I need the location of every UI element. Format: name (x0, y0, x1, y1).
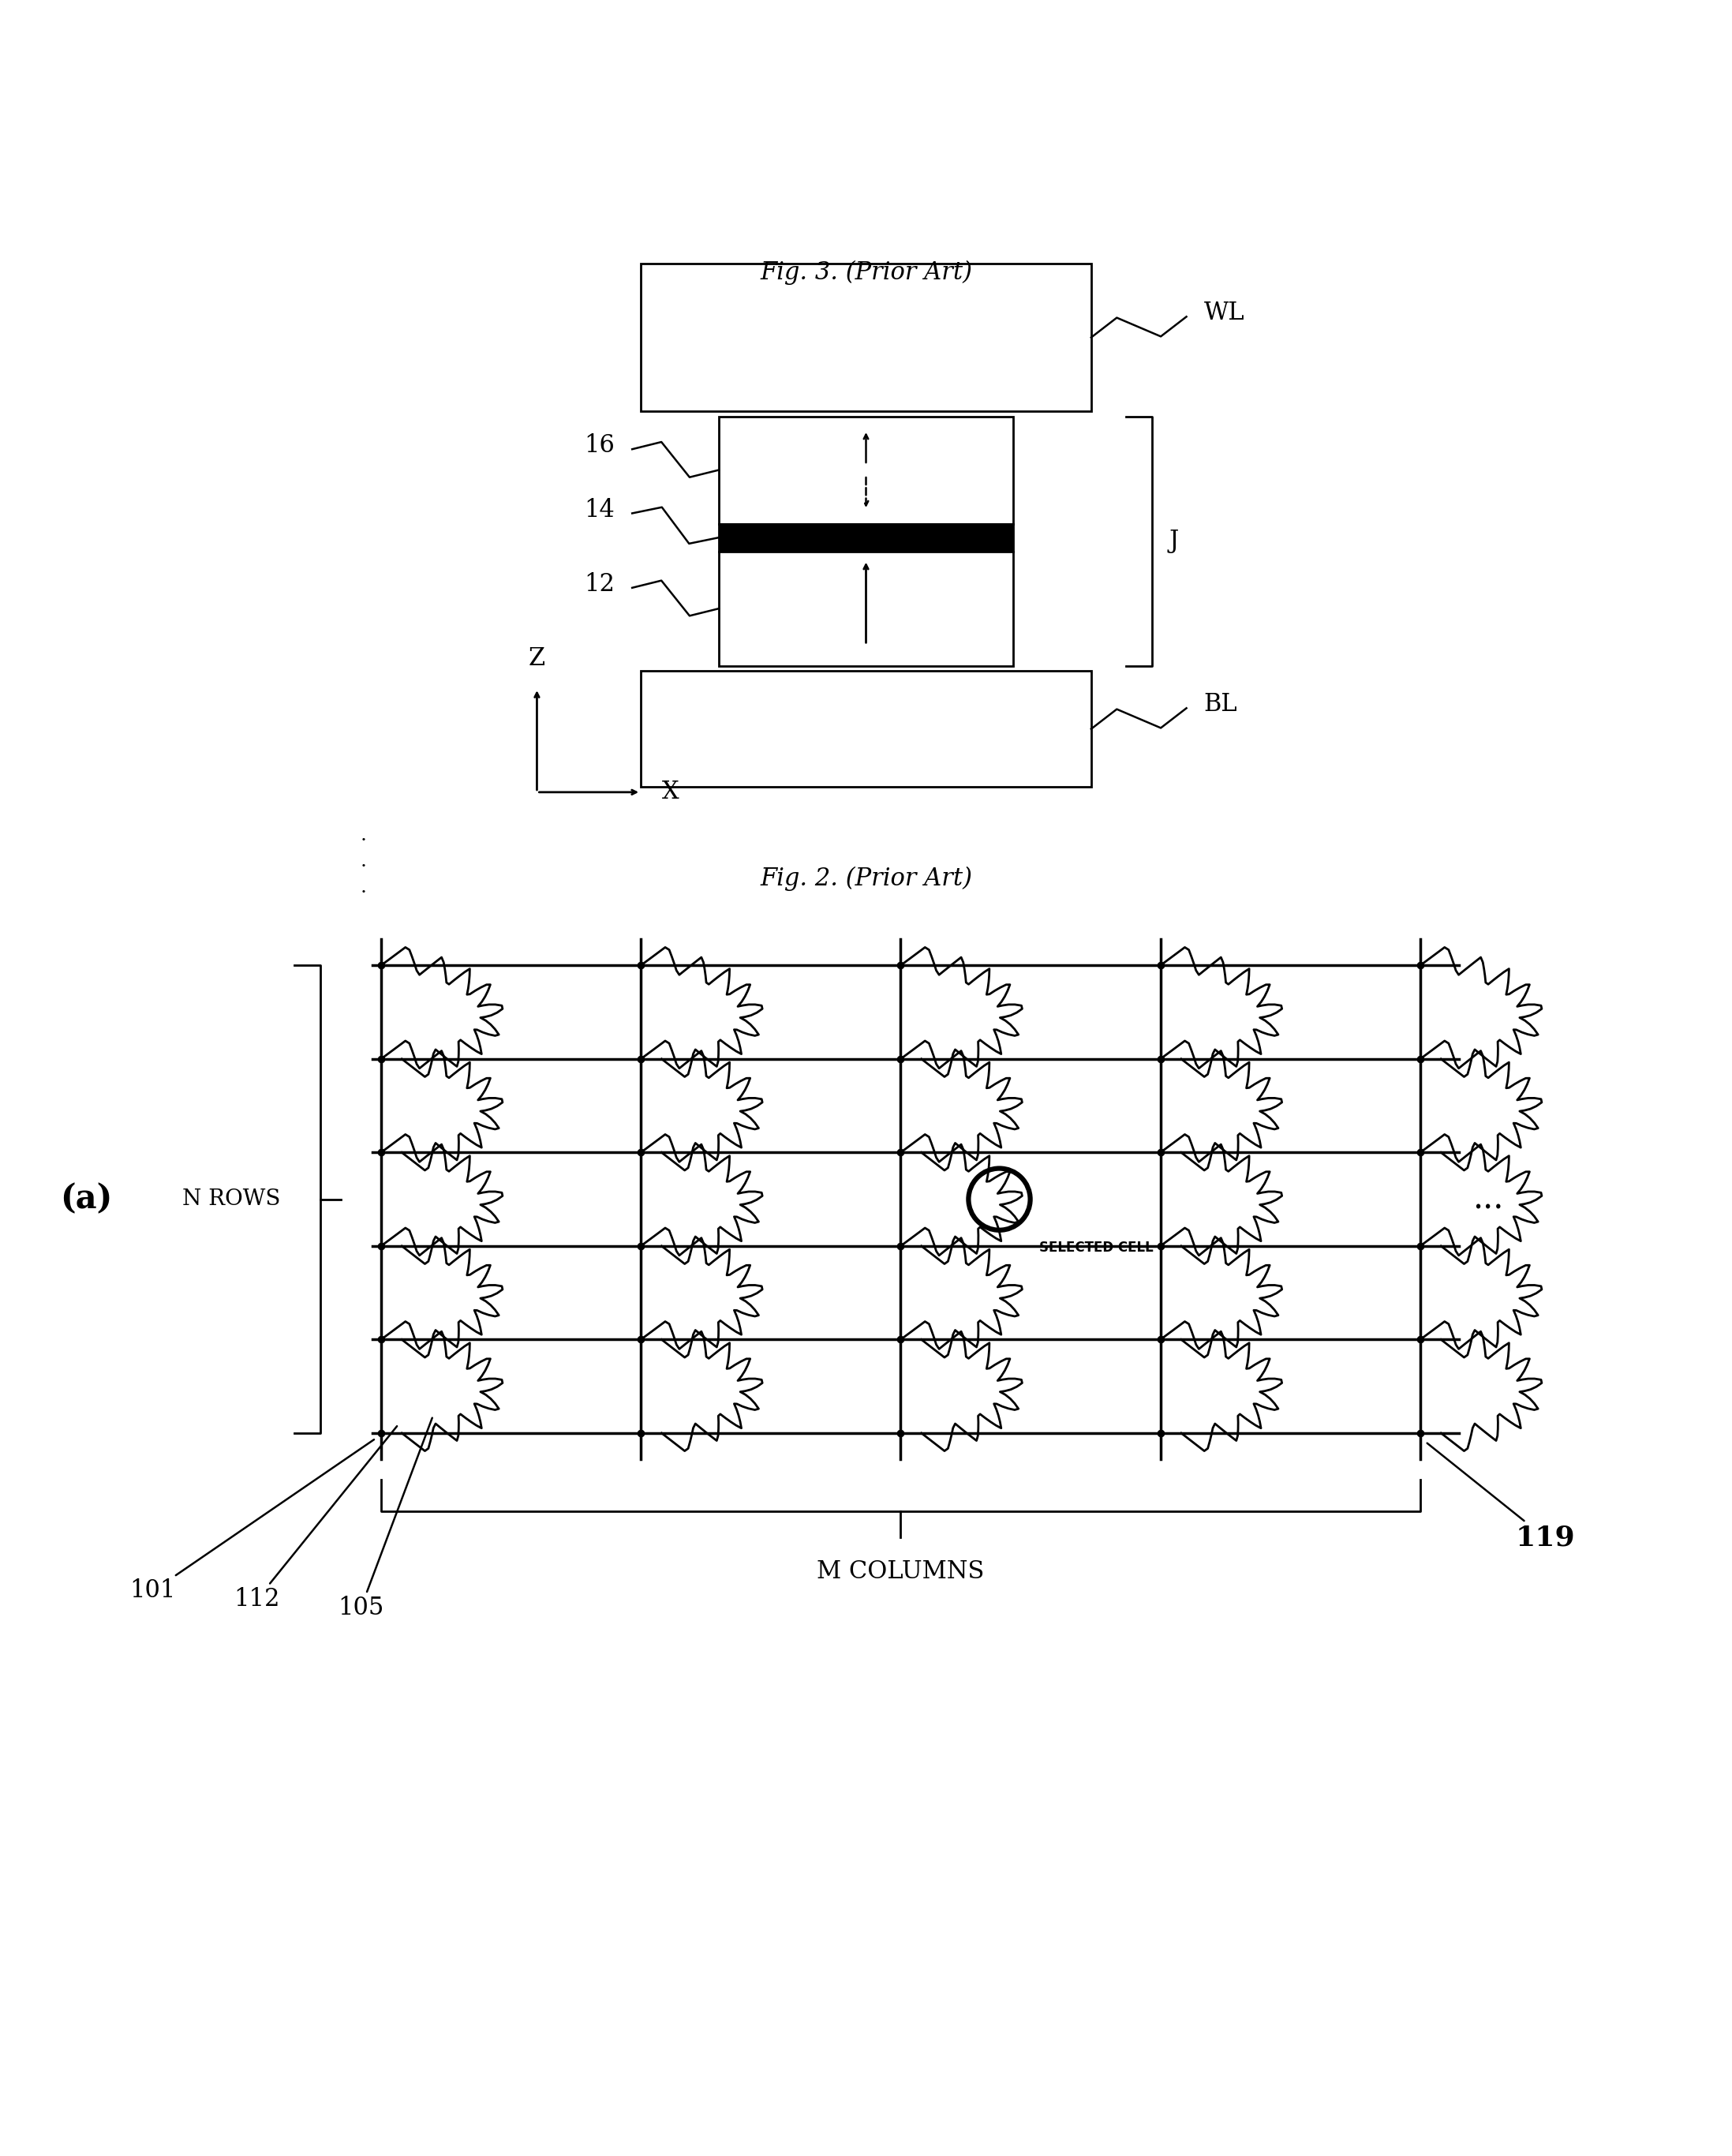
Text: X: X (662, 780, 679, 804)
Text: .: . (360, 877, 367, 897)
Text: 112: 112 (234, 1425, 397, 1613)
Text: N ROWS: N ROWS (182, 1188, 281, 1210)
Text: .: . (360, 826, 367, 845)
Text: J: J (1169, 528, 1179, 554)
Text: WL: WL (1204, 302, 1245, 326)
Text: 101: 101 (130, 1440, 374, 1604)
Text: SELECTED CELL: SELECTED CELL (1039, 1240, 1154, 1255)
Text: .: . (360, 852, 367, 871)
Text: Fig. 3. (Prior Art): Fig. 3. (Prior Art) (760, 261, 972, 285)
Text: 14: 14 (584, 498, 615, 522)
Text: Z: Z (528, 647, 546, 671)
Text: Fig. 2. (Prior Art): Fig. 2. (Prior Art) (760, 867, 972, 890)
Bar (641, 671, 1091, 787)
Bar (719, 416, 1013, 524)
Text: 119: 119 (1427, 1442, 1574, 1550)
Text: M COLUMNS: M COLUMNS (818, 1559, 984, 1585)
Text: (a): (a) (61, 1184, 113, 1216)
Bar (719, 524, 1013, 552)
Text: BL: BL (1204, 692, 1237, 718)
Text: ...: ... (1472, 1184, 1503, 1216)
Text: 12: 12 (584, 571, 615, 597)
Bar (641, 263, 1091, 412)
Text: 105: 105 (338, 1419, 433, 1621)
Bar (719, 552, 1013, 666)
Text: 16: 16 (584, 433, 615, 457)
